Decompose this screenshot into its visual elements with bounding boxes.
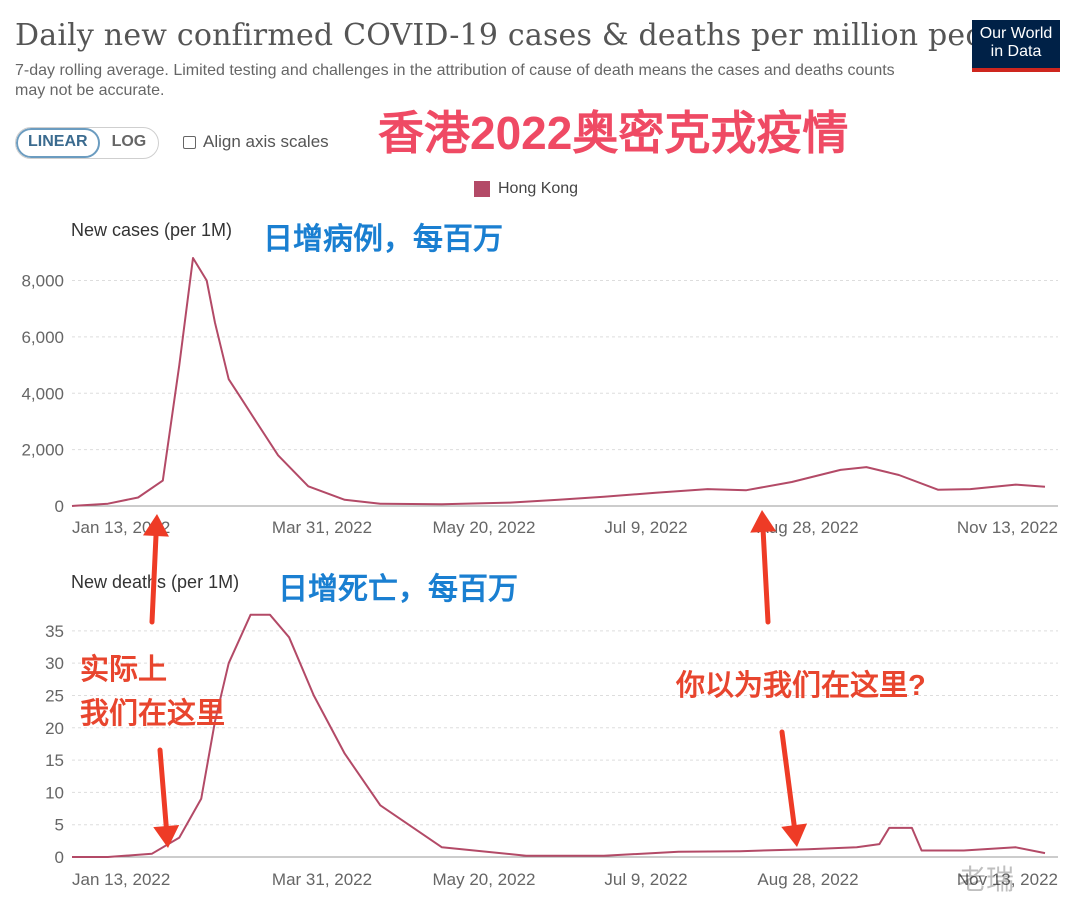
arrow-down-right-head: [781, 823, 808, 847]
deaths-xtick-label: Nov 13, 2022: [957, 870, 1058, 889]
cases-series-line[interactable]: [71, 257, 1046, 507]
arrow-up-left-head: [142, 514, 169, 537]
actually-annotation: 实际上 我们在这里: [80, 648, 225, 736]
log-scale-button[interactable]: LOG: [111, 133, 147, 150]
owid-logo[interactable]: Our World in Data: [972, 20, 1060, 72]
deaths-xtick-label: Aug 28, 2022: [757, 870, 858, 889]
logo-line-1: Our World: [979, 25, 1053, 42]
deaths-cn-annotation: 日增死亡，每百万: [278, 573, 518, 606]
align-axis-option[interactable]: Align axis scales: [183, 132, 329, 152]
logo-line-2: in Data: [990, 43, 1042, 60]
banner-annotation: 香港2022奥密克戎疫情: [378, 107, 849, 159]
deaths-ytick-label: 5: [55, 816, 64, 835]
legend-label: Hong Kong: [498, 180, 579, 197]
deaths-ytick-label: 15: [45, 751, 64, 770]
deaths-ytick-label: 35: [45, 622, 64, 641]
cases-xtick-label: Jul 9, 2022: [604, 518, 687, 537]
deaths-xtick-label: May 20, 2022: [432, 870, 535, 889]
deaths-ytick-label: 10: [45, 783, 64, 802]
legend-swatch: [474, 181, 490, 197]
cases-ytick-label: 2,000: [21, 441, 64, 460]
arrow-up-left-shaft: [149, 533, 159, 625]
deaths-xtick-label: Jan 13, 2022: [72, 870, 170, 889]
annotation-arrows: [142, 510, 808, 848]
you-think-annotation: 你以为我们在这里?: [676, 670, 926, 702]
chart-title: Daily new confirmed COVID-19 cases & dea…: [15, 18, 1031, 53]
legend[interactable]: Hong Kong: [474, 180, 578, 198]
deaths-series-line[interactable]: [72, 613, 1046, 858]
arrow-up-right-shaft: [760, 529, 771, 625]
deaths-ytick-label: 25: [45, 686, 64, 705]
deaths-ytick-label: 20: [45, 719, 64, 738]
watermark: 老瑞: [958, 864, 1015, 895]
cases-xtick-label: Nov 13, 2022: [957, 518, 1058, 537]
cases-xtick-label: Aug 28, 2022: [757, 518, 858, 537]
arrow-down-left-shaft: [157, 747, 169, 829]
cases-xtick-label: May 20, 2022: [432, 518, 535, 537]
cases-xtick-label: Mar 31, 2022: [272, 518, 372, 537]
cases-ytick-label: 6,000: [21, 328, 64, 347]
deaths-chart: 0 5 10 15 20 25 30 35 Jan 13, 2022 Mar 31, 2022 Ma…: [45, 613, 1058, 889]
deaths-ytick-label: 30: [45, 654, 64, 673]
chart-subtitle: 7-day rolling average. Limited testing a…: [15, 62, 895, 99]
cases-ytick-label: 8,000: [21, 272, 64, 291]
cases-cn-annotation: 日增病例，每百万: [263, 223, 503, 256]
cases-ytick-label: 0: [55, 497, 64, 516]
scale-toggle: LINEAR LOG: [15, 127, 160, 159]
deaths-ytick-label: 0: [55, 848, 64, 867]
align-axis-label: Align axis scales: [203, 132, 329, 151]
cases-ytick-label: 4,000: [21, 384, 64, 403]
deaths-xtick-label: Jul 9, 2022: [604, 870, 687, 889]
deaths-xtick-label: Mar 31, 2022: [272, 870, 372, 889]
arrow-down-right-shaft: [779, 729, 797, 828]
linear-scale-button[interactable]: LINEAR: [16, 128, 100, 158]
actually-line-1: 实际上: [80, 654, 168, 686]
align-axis-checkbox[interactable]: [183, 135, 196, 149]
arrow-down-left-head: [153, 825, 180, 848]
arrow-up-right-head: [750, 510, 777, 533]
cases-chart-title: New cases (per 1M): [71, 220, 233, 240]
actually-line-2: 我们在这里: [80, 698, 226, 730]
